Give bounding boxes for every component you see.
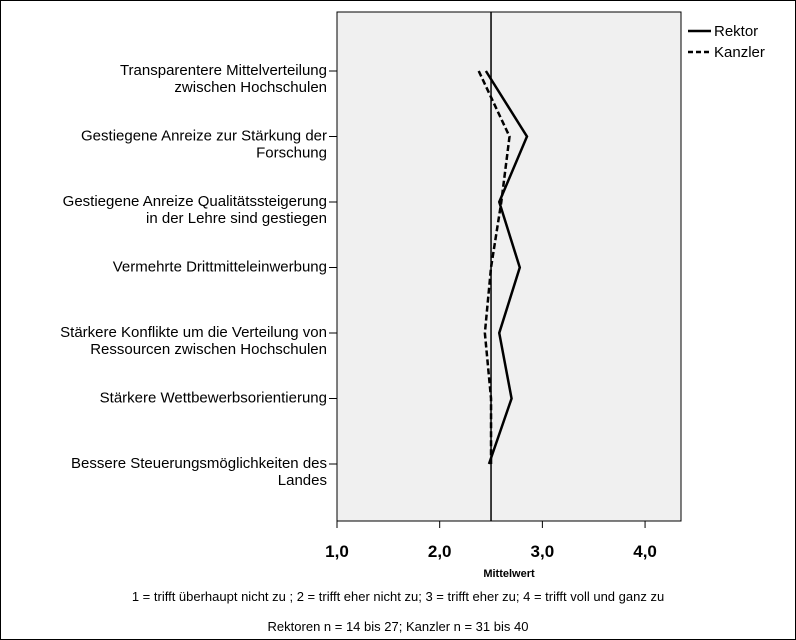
category-label: Bessere Steuerungsmöglichkeiten des Lande…	[71, 455, 327, 489]
sample-note: Rektoren n = 14 bis 27; Kanzler n = 31 b…	[267, 619, 529, 634]
category-label-line: in der Lehre sind gestiegen	[146, 210, 327, 227]
category-label-line: zwischen Hochschulen	[174, 79, 327, 96]
legend-label-rektor: Rektor	[714, 23, 758, 40]
category-label: Vermehrte Drittmitteleinwerbung	[113, 259, 327, 276]
legend: Rektor Kanzler	[688, 23, 765, 61]
category-label-line: Landes	[278, 472, 327, 489]
category-label-line: Gestiegene Anreize zur Stärkung der	[81, 128, 327, 145]
plot-area	[336, 11, 682, 522]
category-label: Stärkere Wettbewerbsorientierung	[100, 390, 327, 407]
category-label: Gestiegene Anreize zur Stärkung der Forsc…	[81, 128, 327, 162]
x-tick-label: 4,0	[633, 542, 657, 561]
category-label-line: Stärkere Konflikte um die Verteilung von	[60, 324, 327, 341]
category-label-line: Gestiegene Anreize Qualitätssteigerung	[63, 193, 327, 210]
legend-label-kanzler: Kanzler	[714, 44, 765, 61]
category-label: Gestiegene Anreize Qualitätssteigerung in…	[63, 193, 327, 227]
scale-note: 1 = trifft überhaupt nicht zu ; 2 = trif…	[131, 589, 665, 604]
category-label-line: Vermehrte Drittmitteleinwerbung	[113, 259, 327, 276]
category-label-line: Bessere Steuerungsmöglichkeiten des	[71, 455, 327, 472]
x-tick-label: 2,0	[428, 542, 452, 561]
x-axis-label: Mittelwert	[483, 568, 535, 580]
x-tick-label: 3,0	[531, 542, 555, 561]
category-label: Transparentere Mittelverteilung zwischen …	[120, 62, 327, 96]
category-label: Stärkere Konflikte um die Verteilung von…	[60, 324, 327, 358]
category-label-line: Forschung	[256, 145, 327, 162]
category-label-line: Ressourcen zwischen Hochschulen	[90, 341, 327, 358]
category-label-line: Transparentere Mittelverteilung	[120, 62, 327, 79]
x-tick-label: 1,0	[325, 542, 349, 561]
category-label-line: Stärkere Wettbewerbsorientierung	[100, 390, 327, 407]
